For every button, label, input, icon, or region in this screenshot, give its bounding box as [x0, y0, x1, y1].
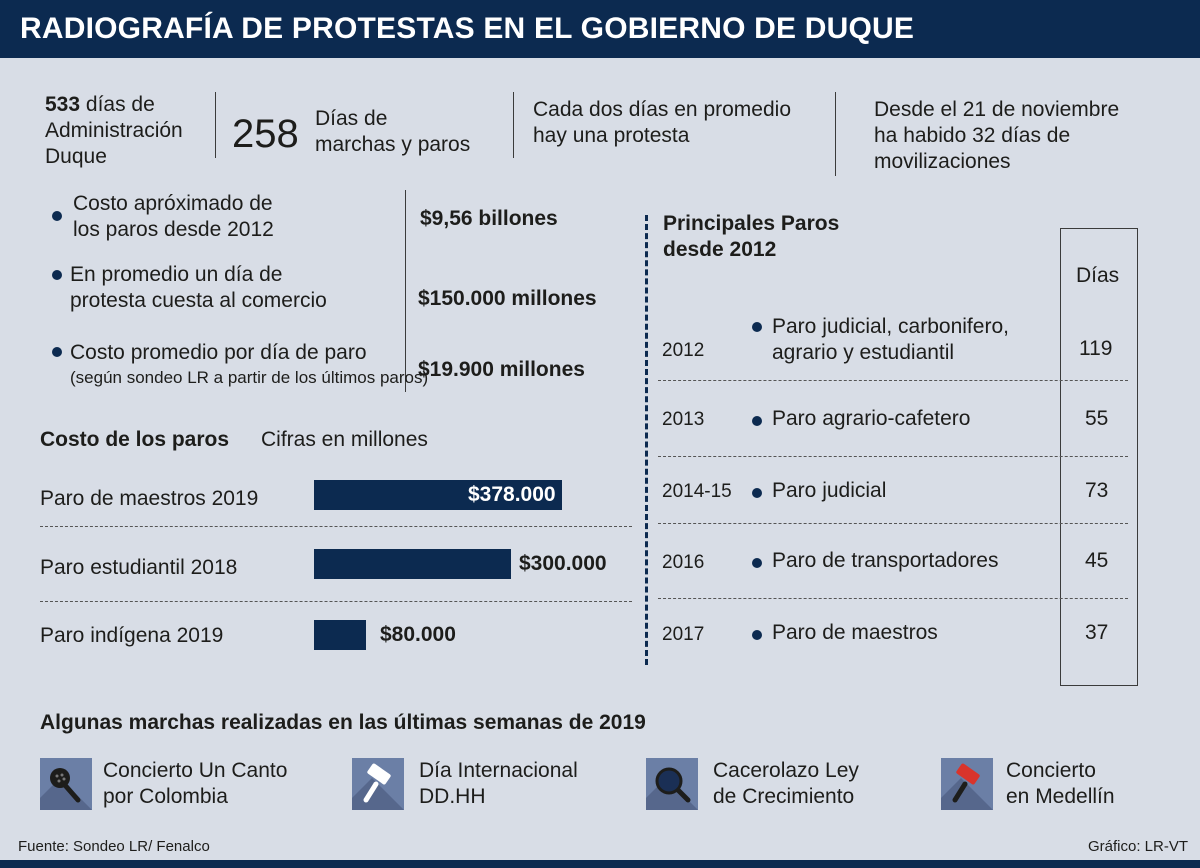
days-column-box	[1060, 228, 1138, 686]
admin-days-number: 533	[45, 93, 81, 116]
since-nov-1: Desde el 21 de noviembre	[874, 98, 1120, 121]
bullet-dot	[52, 347, 62, 357]
bar-paro-indigena	[314, 620, 366, 650]
strike-name: Paro de maestros	[772, 621, 938, 644]
marches-number: 258	[232, 112, 299, 156]
every-two-days-2: hay una protesta	[533, 124, 690, 147]
bullet-dot	[52, 211, 62, 221]
every-two-days-1: Cada dos días en promedio	[533, 98, 791, 121]
strike-name: Paro de transportadores	[772, 549, 999, 572]
days-header: Días	[1076, 264, 1120, 287]
strike-days: 37	[1085, 621, 1109, 644]
since-nov-2: ha habido 32 días de	[874, 124, 1071, 147]
admin-days-text: días de	[85, 93, 155, 116]
cost-value-3: $19.900 millones	[418, 358, 585, 381]
strike-days: 119	[1079, 337, 1113, 360]
chart-subtitle: Cifras en millones	[261, 428, 428, 451]
header-bar: RADIOGRAFÍA DE PROTESTAS EN EL GOBIERNO …	[0, 0, 1200, 58]
cost-label-1b: los paros desde 2012	[73, 218, 274, 241]
march-label-2: por Colombia	[103, 785, 228, 808]
gavel-icon	[352, 758, 404, 810]
bar-value-label: $80.000	[380, 623, 456, 646]
strike-days: 73	[1085, 479, 1109, 502]
bar-paro-maestros	[314, 480, 562, 510]
strike-name: Paro judicial	[772, 479, 887, 502]
strike-year: 2014-15	[662, 481, 732, 502]
hammer-icon	[941, 758, 993, 810]
strikes-title-2: desde 2012	[663, 238, 777, 261]
source-note: Fuente: Sondeo LR/ Fenalco	[18, 838, 210, 855]
strikes-title-1: Principales Paros	[663, 212, 840, 235]
bottom-bar	[0, 860, 1200, 868]
row-divider	[658, 598, 1128, 599]
page-title: RADIOGRAFÍA DE PROTESTAS EN EL GOBIERNO …	[20, 12, 915, 45]
strike-year: 2016	[662, 552, 705, 573]
bar-paro-estudiantil	[314, 549, 511, 579]
march-label: Concierto Un Canto	[103, 759, 288, 782]
row-divider	[658, 456, 1128, 457]
admin-text-3: Duque	[45, 145, 107, 168]
divider	[513, 92, 514, 158]
credit-note: Gráfico: LR-VT	[1088, 838, 1189, 855]
marches-text-2: marchas y paros	[315, 133, 471, 156]
march-label: Cacerolazo Ley	[713, 759, 859, 782]
bullet-dot	[752, 322, 762, 332]
cost-label-2b: protesta cuesta al comercio	[70, 289, 327, 312]
since-nov-3: movilizaciones	[874, 150, 1011, 173]
march-label-2: en Medellín	[1006, 785, 1115, 808]
march-label-2: de Crecimiento	[713, 785, 855, 808]
admin-days-line: 533 días de	[45, 92, 155, 118]
bar-value-label: $378.000	[468, 483, 556, 506]
bullet-dot	[752, 488, 762, 498]
strike-year: 2013	[662, 409, 705, 430]
timeline-line	[645, 215, 648, 665]
admin-text-2: Administración	[45, 119, 183, 142]
cost-label-3b: (según sondeo LR a partir de los últimos…	[70, 368, 429, 387]
magnifier-icon	[646, 758, 698, 810]
cost-label-3a: Costo promedio por día de paro	[70, 341, 367, 364]
chart-title: Costo de los paros	[40, 428, 230, 451]
strike-year: 2017	[662, 624, 705, 645]
cost-label-1a: Costo apróximado de	[73, 192, 273, 215]
strike-name-2: agrario y estudiantil	[772, 341, 955, 364]
bar-value-label: $300.000	[519, 552, 607, 575]
marches-text-1: Días de	[315, 107, 388, 130]
marches-title: Algunas marchas realizadas en las última…	[40, 711, 646, 734]
bullet-dot	[52, 270, 62, 280]
bar-category-label: Paro de maestros 2019	[40, 487, 259, 510]
strike-name: Paro judicial, carbonifero,	[772, 315, 1009, 338]
row-divider	[658, 523, 1128, 524]
bullet-dot	[752, 630, 762, 640]
strike-days: 45	[1085, 549, 1109, 572]
march-label-2: DD.HH	[419, 785, 486, 808]
row-divider	[40, 526, 632, 527]
strike-days: 55	[1085, 407, 1109, 430]
bar-category-label: Paro indígena 2019	[40, 624, 224, 647]
divider	[215, 92, 216, 158]
march-label: Día Internacional	[419, 759, 578, 782]
bullet-dot	[752, 558, 762, 568]
strike-year: 2012	[662, 340, 705, 361]
bar-category-label: Paro estudiantil 2018	[40, 556, 238, 579]
cost-value-2: $150.000 millones	[418, 287, 597, 310]
strike-name: Paro agrario-cafetero	[772, 407, 971, 430]
divider	[835, 92, 836, 176]
divider	[405, 190, 406, 392]
microphone-icon	[40, 758, 92, 810]
row-divider	[658, 380, 1128, 381]
cost-label-2a: En promedio un día de	[70, 263, 283, 286]
row-divider	[40, 601, 632, 602]
bullet-dot	[752, 416, 762, 426]
march-label: Concierto	[1006, 759, 1096, 782]
cost-value-1: $9,56 billones	[420, 207, 558, 230]
